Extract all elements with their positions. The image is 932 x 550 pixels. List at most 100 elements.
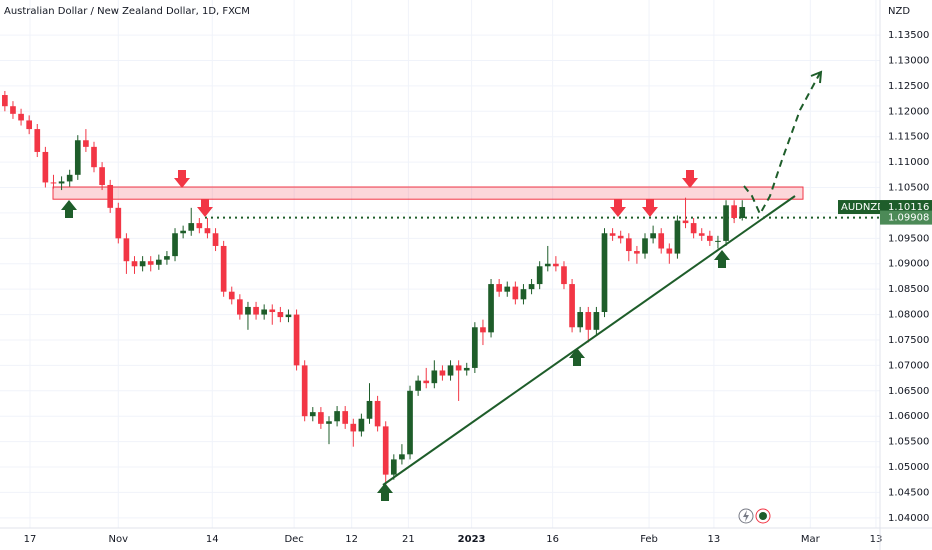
candle-body <box>423 380 430 384</box>
candle-body <box>642 238 648 254</box>
candle-body <box>285 314 292 318</box>
buy-arrow <box>714 250 730 268</box>
candle-body <box>66 174 73 182</box>
y-tick-label: 1.11000 <box>888 157 929 168</box>
candle-body <box>50 182 57 184</box>
flag-icon <box>755 508 771 524</box>
candle-body <box>463 367 470 371</box>
y-tick-label: 1.05000 <box>888 462 929 473</box>
candle-body <box>34 129 41 152</box>
candle-body <box>634 251 640 254</box>
candle-body <box>399 454 405 460</box>
candle-body <box>528 284 535 290</box>
candle-body <box>544 263 551 267</box>
x-tick-label: Mar <box>801 534 821 545</box>
candle-body <box>334 411 340 422</box>
buy-arrow <box>569 348 585 366</box>
y-tick-label: 1.12500 <box>888 81 929 92</box>
candle-body <box>131 261 138 267</box>
candle-body <box>715 240 721 242</box>
candle-body <box>577 312 584 328</box>
candle-body <box>650 233 656 239</box>
alert-icon <box>738 508 754 524</box>
y-tick-label: 1.08500 <box>888 284 929 295</box>
symbol-label-box <box>838 200 880 215</box>
x-tick-label: 2023 <box>458 534 486 545</box>
candle-body <box>99 167 105 185</box>
x-tick-label: Feb <box>640 534 658 545</box>
y-tick-label: 1.08000 <box>888 310 929 321</box>
candle-body <box>26 120 33 130</box>
candle-body <box>164 256 170 260</box>
chart-title: Australian Dollar / New Zealand Dollar, … <box>4 6 250 17</box>
candle-body <box>374 400 381 427</box>
x-tick-label: 17 <box>24 534 37 545</box>
candle-body <box>83 140 89 147</box>
candle-body <box>204 228 211 234</box>
candle-body <box>293 314 300 366</box>
candle-body <box>269 309 276 313</box>
candle-body <box>561 266 567 285</box>
candle-body <box>439 370 446 376</box>
y-tick-label: 1.07500 <box>888 335 929 346</box>
candle-body <box>188 223 195 231</box>
candle-body <box>553 263 559 267</box>
candle-body <box>10 106 16 114</box>
candle-body <box>488 284 494 333</box>
status-icons <box>738 508 771 524</box>
candle-body <box>237 299 243 315</box>
candle-body <box>309 412 316 417</box>
candle-body <box>601 233 608 313</box>
candle-body <box>350 423 357 432</box>
candle-body <box>415 380 421 391</box>
y-tick-label: 1.12000 <box>888 106 929 117</box>
candle-body <box>42 151 49 183</box>
candle-body <box>512 286 519 300</box>
x-tick-label: 13 <box>870 534 883 545</box>
last-price-label: 1.10116 <box>888 202 929 213</box>
candle-body <box>180 230 186 234</box>
y-tick-label: 1.13500 <box>888 30 929 41</box>
x-tick-label: 13 <box>708 534 721 545</box>
candle-body <box>520 289 527 300</box>
resistance-zone <box>52 186 804 200</box>
y-tick-label: 1.11500 <box>888 132 929 143</box>
x-tick-label: Nov <box>109 534 129 545</box>
currency-label: NZD <box>888 6 910 17</box>
reference-price-label: 1.09908 <box>888 213 929 224</box>
candle-body <box>569 284 575 328</box>
y-tick-label: 1.09500 <box>888 233 929 244</box>
candle-body <box>617 235 624 239</box>
candle-body <box>674 220 681 254</box>
candle-body <box>690 223 697 234</box>
sell-arrow <box>642 199 658 217</box>
candle-body <box>74 140 81 175</box>
candle-body <box>261 309 267 315</box>
candle-body <box>155 259 162 265</box>
sell-arrow <box>682 170 698 188</box>
sell-arrows <box>174 170 698 217</box>
candle-body <box>536 266 543 285</box>
candle-body <box>593 312 600 330</box>
candle-body <box>609 233 616 236</box>
sell-arrow <box>610 199 626 217</box>
candle-body <box>326 421 332 424</box>
buy-arrows <box>61 200 730 501</box>
candle-body <box>472 327 478 368</box>
candle-body <box>91 146 97 168</box>
reference-price-box <box>880 210 932 225</box>
candle-body <box>172 233 178 257</box>
candle-body <box>431 370 438 384</box>
x-tick-label: Dec <box>284 534 303 545</box>
grid <box>0 0 880 528</box>
candle-body <box>366 400 373 419</box>
alert-bolt <box>743 510 749 522</box>
y-tick-label: 1.05500 <box>888 437 929 448</box>
flag-dot <box>759 512 767 520</box>
y-tick-label: 1.06000 <box>888 411 929 422</box>
x-tick-label: 21 <box>402 534 415 545</box>
last-price-box <box>880 200 932 215</box>
